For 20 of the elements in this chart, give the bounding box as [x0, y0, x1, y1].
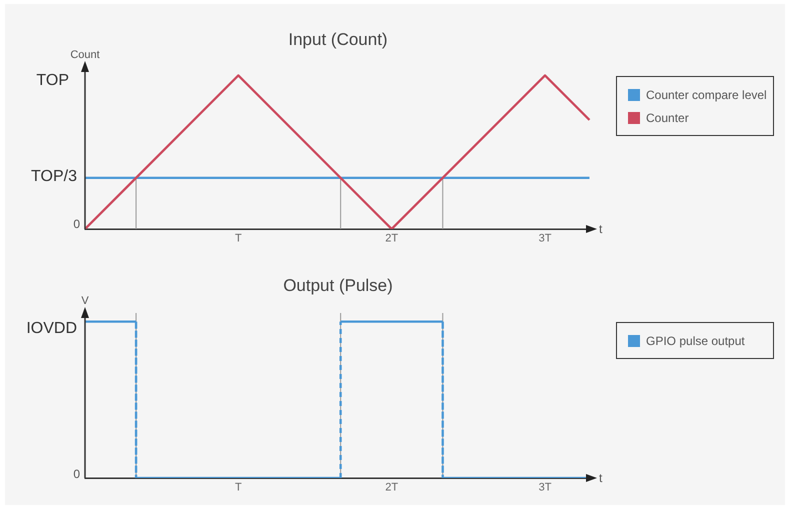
x-axis-title: t — [599, 221, 602, 237]
chart-title: Input (Count) — [287, 30, 389, 50]
legend-label: GPIO pulse output — [646, 334, 745, 348]
text: TOP — [36, 72, 69, 90]
x-tick-label: 2T — [385, 482, 398, 494]
x-tick-label: 3T — [538, 232, 552, 245]
x-tick-label: T — [234, 232, 242, 245]
y-axis-title: Count — [69, 48, 101, 62]
x-tick-label: 3T — [538, 482, 552, 494]
y-axis-title: V — [80, 294, 90, 308]
x-axis-title: t — [599, 470, 602, 486]
text: 0 — [73, 217, 80, 231]
legend-label: Counter compare level — [646, 88, 767, 102]
x-tick-label: T — [234, 482, 242, 494]
x-tick-label: 2T — [385, 232, 398, 245]
text: TOP/3 — [31, 168, 77, 186]
text: 0 — [73, 467, 80, 481]
legend-label: Counter — [646, 111, 689, 125]
chart-title: Output (Pulse) — [282, 276, 394, 296]
text: IOVDD — [26, 320, 77, 338]
